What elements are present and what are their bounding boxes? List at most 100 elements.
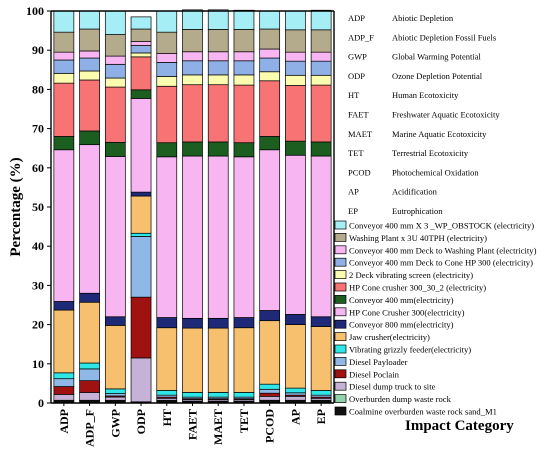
bar-segment [310, 155, 332, 318]
x-tick-label: ADP [57, 409, 71, 434]
bar-segment [53, 51, 75, 61]
y-tick-label: 20 [32, 318, 44, 332]
bar-segment [310, 29, 332, 53]
bar-stack-ep [310, 9, 332, 404]
x-tick-label: GWP [108, 409, 122, 438]
legend-label: HP Cone Crusher 300(electricity) [349, 307, 465, 317]
bar-segment [53, 378, 75, 387]
bar-segment [285, 85, 306, 142]
legend-label: HP Cone crusher 300_30_2 (electricity) [349, 283, 486, 293]
bar-segment [53, 136, 75, 151]
bar-segment [130, 56, 152, 91]
bar-segment [233, 84, 255, 144]
bar-segment [130, 296, 152, 359]
bar-segment [79, 79, 100, 132]
bar-segment [130, 89, 152, 99]
legend-item: Conveyor 400 mm(electricity) [334, 295, 454, 305]
legend-label: Conveyor 400 mm Deck to Washing Plant (e… [349, 245, 537, 255]
y-tick-label: 10 [32, 357, 44, 371]
legend-swatch [334, 307, 347, 317]
abbreviation-code: ADP_F [348, 32, 374, 42]
x-tick-label: FAET [186, 409, 200, 440]
bar-segment [233, 51, 255, 62]
bar-segment [104, 55, 126, 65]
legend-label: Conveyor 800 mm(electricity) [349, 320, 454, 330]
bar-segment [53, 301, 75, 311]
abbreviation-name: Marine Aquatic Ecotoxicity [392, 129, 487, 139]
legend-label: Washing Plant x 3U 40TPH (electricity) [349, 233, 487, 243]
bar-segment [310, 60, 332, 76]
abbreviation-name: Abiotic Depletion Fossil Fuels [392, 32, 496, 42]
legend-item: Conveyor 400 mm X 3 _WP_OBSTOCK (electri… [334, 220, 534, 231]
bar-segment [130, 195, 152, 234]
legend-swatch [334, 220, 347, 230]
bar-segment [259, 28, 281, 50]
bar-segment [182, 29, 203, 53]
bar-segment [53, 149, 75, 302]
bar-segment [285, 387, 306, 394]
bar-segment [53, 309, 75, 374]
legend-item: Diesel dump truck to site [334, 382, 436, 392]
x-tick-label: EP [314, 409, 328, 424]
abbreviation-name: Acidification [392, 187, 438, 197]
bar-segment [207, 84, 229, 143]
bar-segment [233, 327, 255, 393]
abbreviation-name: Human Ecotoxicity [392, 90, 459, 100]
bar-segment [79, 10, 100, 30]
y-tick-label: 50 [32, 200, 44, 214]
bar-segment [233, 74, 255, 86]
bar-segment [130, 232, 152, 237]
bar-segment [259, 392, 281, 397]
bar-segment [104, 77, 126, 88]
bar-segment [207, 317, 229, 329]
x-tick-label: HT [160, 409, 174, 426]
bar-segment [259, 71, 281, 82]
abbreviation-code: EP [348, 206, 358, 216]
bar-segment [182, 327, 203, 393]
legend-item: 2 Deck vibrating screen (electricity) [334, 270, 473, 280]
abbreviation-item: FAET Freshwater Aquatic Ecotoxicity [348, 110, 500, 120]
bar-segment [285, 74, 306, 86]
legend-label: 2 Deck vibrating screen (electricity) [349, 270, 473, 280]
bar-segment [207, 392, 229, 398]
abbreviation-name: Eutrophication [392, 206, 443, 216]
bar-segment [130, 28, 152, 42]
abbreviation-code: HT [348, 90, 360, 100]
bar-segment [233, 60, 255, 76]
abbreviation-item: HT Human Ecotoxicity [348, 90, 459, 100]
legend-swatch [334, 369, 347, 379]
legend-swatch [334, 394, 347, 403]
bar-segment [104, 325, 126, 390]
legend-label: Jaw crusher(electricity) [349, 332, 430, 342]
bar-segment [207, 74, 229, 86]
legend-swatch [334, 257, 347, 267]
bar-segment [79, 70, 100, 81]
bar-segment [233, 317, 255, 329]
bar-segment [79, 380, 100, 393]
bar-segment [53, 10, 75, 33]
y-axis: 0 10 20 30 40 50 60 70 80 90 100 [26, 4, 335, 410]
legend-label: Conveyor 400 mm(electricity) [349, 295, 454, 305]
x-axis: ADP ADP_F GWP ODP HT FAET MAET TET PCOD AP EP [51, 402, 334, 447]
y-tick-label: 80 [32, 82, 44, 96]
bar-segment [259, 395, 281, 401]
legend-swatch [334, 319, 347, 329]
bar-segment [182, 392, 203, 398]
legend-item: HP Cone Crusher 300(electricity) [334, 307, 465, 317]
bar-segment [156, 10, 178, 33]
bar-segment [182, 74, 203, 86]
bar-segment [104, 63, 126, 79]
bar-segment [130, 45, 152, 54]
bar-segment [310, 390, 332, 396]
bar-segment [259, 388, 281, 394]
bar-segment [79, 28, 100, 52]
bar-segment [104, 10, 126, 35]
abbreviation-name: Photochemical Oxidation [392, 167, 479, 177]
bar-segment [130, 236, 152, 298]
legend-swatch [334, 332, 347, 341]
bar-segment [310, 326, 332, 391]
legend-item: Washing Plant x 3U 40TPH (electricity) [334, 233, 487, 243]
bar-stack-maet [207, 9, 229, 404]
bar-segment [207, 9, 229, 30]
